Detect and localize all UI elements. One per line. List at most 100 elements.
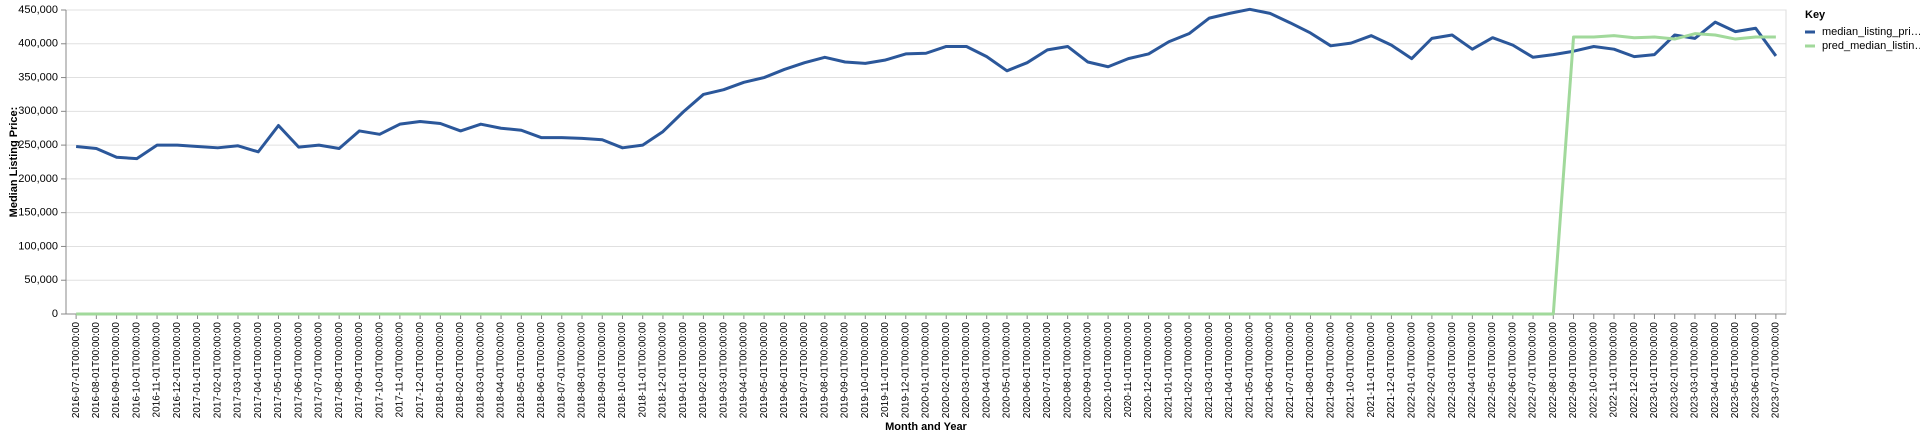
x-tick-label: 2020-06-01T00:00:00 (1022, 322, 1033, 419)
x-tick-label: 2022-06-01T00:00:00 (1507, 322, 1518, 419)
x-tick-label: 2018-12-01T00:00:00 (658, 322, 669, 419)
x-tick-label: 2020-02-01T00:00:00 (941, 322, 952, 419)
x-tick-label: 2021-01-01T00:00:00 (1163, 322, 1174, 419)
x-tick-label: 2017-02-01T00:00:00 (212, 322, 223, 419)
x-tick-label: 2018-10-01T00:00:00 (617, 322, 628, 419)
x-tick-label: 2020-01-01T00:00:00 (921, 322, 932, 419)
x-axis-title: Month and Year (885, 421, 967, 433)
x-tick-label: 2016-08-01T00:00:00 (91, 322, 102, 419)
x-tick-label: 2017-05-01T00:00:00 (273, 322, 284, 419)
x-tick-label: 2022-12-01T00:00:00 (1629, 322, 1640, 419)
x-tick-label: 2021-10-01T00:00:00 (1346, 322, 1357, 419)
x-tick-label: 2019-09-01T00:00:00 (840, 322, 851, 419)
x-tick-label: 2021-09-01T00:00:00 (1325, 322, 1336, 419)
x-tick-label: 2018-08-01T00:00:00 (577, 322, 588, 419)
x-tick-label: 2017-10-01T00:00:00 (374, 322, 385, 419)
x-tick-label: 2019-12-01T00:00:00 (900, 322, 911, 419)
x-tick-label: 2020-04-01T00:00:00 (981, 322, 992, 419)
x-tick-label: 2018-03-01T00:00:00 (475, 322, 486, 419)
x-tick-label: 2023-04-01T00:00:00 (1710, 322, 1721, 419)
x-tick-label: 2022-03-01T00:00:00 (1447, 322, 1458, 419)
x-tick-label: 2022-05-01T00:00:00 (1487, 322, 1498, 419)
x-tick-label: 2017-01-01T00:00:00 (192, 322, 203, 419)
x-tick-label: 2020-07-01T00:00:00 (1042, 322, 1053, 419)
x-tick-label: 2019-01-01T00:00:00 (678, 322, 689, 419)
y-tick-label: 350,000 (18, 71, 58, 83)
x-tick-label: 2022-10-01T00:00:00 (1588, 322, 1599, 419)
x-tick-label: 2023-03-01T00:00:00 (1690, 322, 1701, 419)
x-tick-label: 2017-04-01T00:00:00 (253, 322, 264, 419)
x-tick-label: 2018-11-01T00:00:00 (637, 322, 648, 418)
legend-title: Key (1805, 9, 1826, 21)
x-tick-label: 2019-02-01T00:00:00 (698, 322, 709, 419)
x-tick-label: 2023-02-01T00:00:00 (1669, 322, 1680, 419)
y-tick-label: 0 (52, 308, 58, 320)
x-tick-label: 2023-05-01T00:00:00 (1730, 322, 1741, 419)
x-tick-label: 2019-03-01T00:00:00 (718, 322, 729, 419)
x-tick-label: 2017-11-01T00:00:00 (395, 322, 406, 418)
x-tick-label: 2019-07-01T00:00:00 (799, 322, 810, 419)
series-line (75, 7, 1778, 161)
x-tick-label: 2021-12-01T00:00:00 (1386, 322, 1397, 419)
x-tick-label: 2017-06-01T00:00:00 (293, 322, 304, 419)
x-tick-label: 2021-11-01T00:00:00 (1366, 322, 1377, 418)
y-tick-label: 250,000 (18, 139, 58, 151)
x-tick-label: 2018-01-01T00:00:00 (435, 322, 446, 419)
x-tick-label: 2020-10-01T00:00:00 (1103, 322, 1114, 419)
y-tick-label: 300,000 (18, 105, 58, 117)
x-tick-label: 2020-05-01T00:00:00 (1002, 322, 1013, 419)
x-tick-label: 2023-06-01T00:00:00 (1750, 322, 1761, 419)
x-tick-label: 2021-03-01T00:00:00 (1204, 322, 1215, 419)
y-tick-label: 50,000 (24, 274, 58, 286)
x-tick-label: 2019-04-01T00:00:00 (739, 322, 750, 419)
x-tick-label: 2017-07-01T00:00:00 (314, 322, 325, 419)
x-tick-label: 2017-03-01T00:00:00 (233, 322, 244, 419)
x-tick-label: 2021-04-01T00:00:00 (1224, 322, 1235, 419)
x-tick-label: 2019-06-01T00:00:00 (779, 322, 790, 419)
y-tick-label: 200,000 (18, 173, 58, 185)
x-tick-label: 2022-01-01T00:00:00 (1406, 322, 1417, 419)
x-tick-label: 2021-02-01T00:00:00 (1184, 322, 1195, 419)
x-tick-label: 2020-08-01T00:00:00 (1062, 322, 1073, 419)
y-tick-label: 400,000 (18, 38, 58, 50)
x-tick-label: 2020-12-01T00:00:00 (1143, 322, 1154, 419)
x-tick-label: 2018-06-01T00:00:00 (536, 322, 547, 419)
x-tick-label: 2019-05-01T00:00:00 (759, 322, 770, 419)
x-tick-label: 2017-12-01T00:00:00 (415, 322, 426, 419)
y-tick-label: 450,000 (18, 4, 58, 16)
x-tick-label: 2017-08-01T00:00:00 (334, 322, 345, 419)
x-tick-label: 2016-11-01T00:00:00 (152, 322, 163, 418)
x-tick-label: 2022-02-01T00:00:00 (1427, 322, 1438, 419)
x-tick-label: 2023-07-01T00:00:00 (1771, 322, 1782, 419)
x-tick-label: 2021-08-01T00:00:00 (1305, 322, 1316, 419)
x-tick-label: 2019-11-01T00:00:00 (880, 322, 891, 418)
x-tick-label: 2020-11-01T00:00:00 (1123, 322, 1134, 418)
series-line (76, 32, 1776, 316)
x-tick-label: 2022-04-01T00:00:00 (1467, 322, 1478, 419)
x-tick-label: 2017-09-01T00:00:00 (354, 322, 365, 419)
x-tick-label: 2016-09-01T00:00:00 (111, 322, 122, 419)
x-tick-label: 2018-05-01T00:00:00 (516, 322, 527, 419)
x-tick-label: 2020-03-01T00:00:00 (961, 322, 972, 419)
x-tick-label: 2021-05-01T00:00:00 (1244, 322, 1255, 419)
x-tick-label: 2020-09-01T00:00:00 (1083, 322, 1094, 419)
x-tick-label: 2016-07-01T00:00:00 (71, 322, 82, 419)
x-tick-label: 2016-10-01T00:00:00 (131, 322, 142, 419)
x-tick-label: 2022-09-01T00:00:00 (1568, 322, 1579, 419)
x-tick-label: 2022-08-01T00:00:00 (1548, 322, 1559, 419)
y-tick-label: 100,000 (18, 240, 58, 252)
x-tick-label: 2019-10-01T00:00:00 (860, 322, 871, 419)
x-tick-label: 2016-12-01T00:00:00 (172, 322, 183, 419)
x-tick-label: 2018-07-01T00:00:00 (556, 322, 567, 419)
x-tick-label: 2023-01-01T00:00:00 (1649, 322, 1660, 419)
x-tick-label: 2022-07-01T00:00:00 (1528, 322, 1539, 419)
y-axis-title: Median Listing Price: (8, 107, 20, 218)
y-tick-label: 150,000 (18, 207, 58, 219)
legend-label: pred_median_listin… (1822, 40, 1920, 52)
x-tick-label: 2022-11-01T00:00:00 (1609, 322, 1620, 418)
legend-label: median_listing_pri… (1822, 26, 1920, 38)
x-tick-label: 2019-08-01T00:00:00 (819, 322, 830, 419)
x-tick-label: 2018-02-01T00:00:00 (455, 322, 466, 419)
x-tick-label: 2021-06-01T00:00:00 (1265, 322, 1276, 419)
